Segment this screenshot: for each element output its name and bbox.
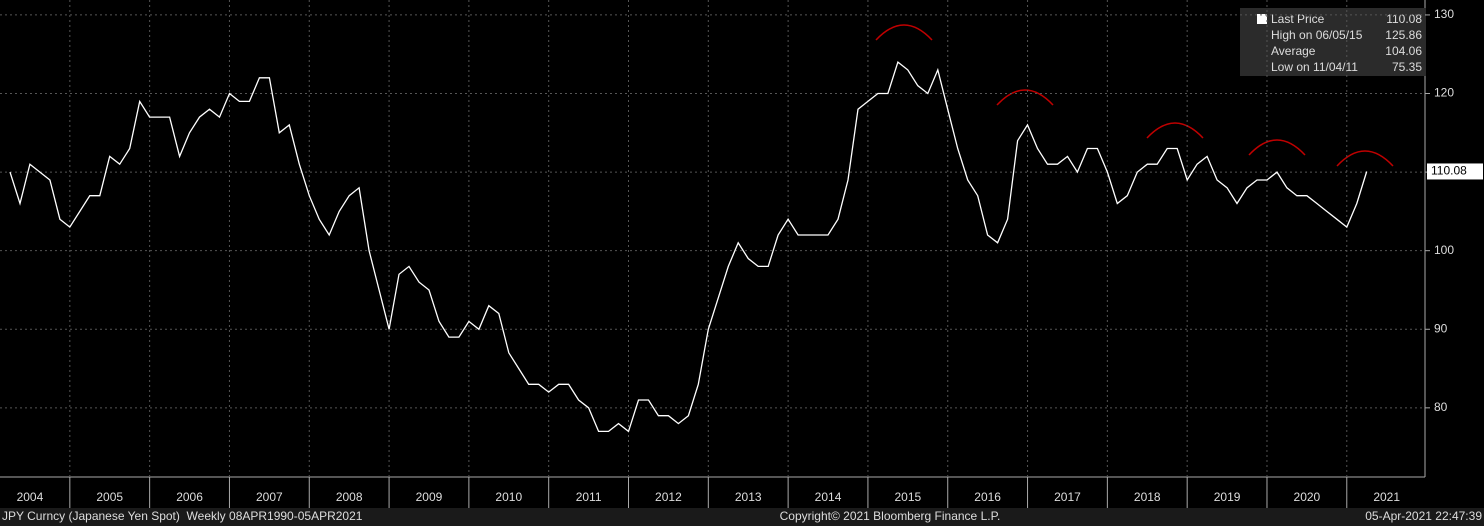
- x-tick-label: 2008: [336, 490, 363, 504]
- x-tick-label: 2012: [655, 490, 682, 504]
- legend-value: 110.08: [1386, 12, 1422, 26]
- y-tick-label: 130: [1434, 7, 1454, 21]
- footer-bar: [0, 508, 1484, 526]
- legend-swatch: [1257, 14, 1267, 24]
- footer-center: Copyright© 2021 Bloomberg Finance L.P.: [780, 509, 1001, 523]
- legend-label: Average: [1271, 44, 1316, 58]
- x-tick-label: 2011: [576, 490, 602, 504]
- x-tick-label: 2009: [416, 490, 443, 504]
- y-tick-label: 90: [1434, 321, 1448, 335]
- last-price-label: 110.08: [1431, 164, 1467, 178]
- x-tick-label: 2020: [1294, 490, 1321, 504]
- footer-right: 05-Apr-2021 22:47:39: [1365, 509, 1482, 523]
- x-tick-label: 2010: [495, 490, 522, 504]
- x-tick-label: 2021: [1373, 490, 1400, 504]
- y-tick-label: 120: [1434, 86, 1454, 100]
- x-tick-label: 2013: [735, 490, 762, 504]
- x-tick-label: 2005: [96, 490, 123, 504]
- x-tick-label: 2018: [1134, 490, 1161, 504]
- x-tick-label: 2004: [17, 490, 44, 504]
- x-tick-label: 2014: [815, 490, 842, 504]
- y-tick-label: 100: [1434, 243, 1454, 257]
- x-tick-label: 2017: [1054, 490, 1081, 504]
- y-tick-label: 80: [1434, 400, 1448, 414]
- footer-left: JPY Curncy (Japanese Yen Spot) Weekly 08…: [2, 509, 363, 523]
- x-tick-label: 2015: [894, 490, 921, 504]
- legend-label: Low on 11/04/11: [1271, 60, 1358, 74]
- x-tick-label: 2007: [256, 490, 283, 504]
- x-tick-label: 2016: [974, 490, 1001, 504]
- x-tick-label: 2019: [1214, 490, 1241, 504]
- legend-value: 75.35: [1392, 60, 1422, 74]
- legend-box: [1240, 8, 1426, 76]
- x-tick-label: 2006: [176, 490, 203, 504]
- annotation-arcs: [875, 24, 1394, 167]
- legend-label: High on 06/05/15: [1271, 28, 1363, 42]
- legend-label: Last Price: [1271, 12, 1325, 26]
- last-price-box: [1427, 163, 1483, 180]
- legend-value: 104.06: [1385, 44, 1422, 58]
- legend-value: 125.86: [1385, 28, 1422, 42]
- price-line: [9, 61, 1368, 433]
